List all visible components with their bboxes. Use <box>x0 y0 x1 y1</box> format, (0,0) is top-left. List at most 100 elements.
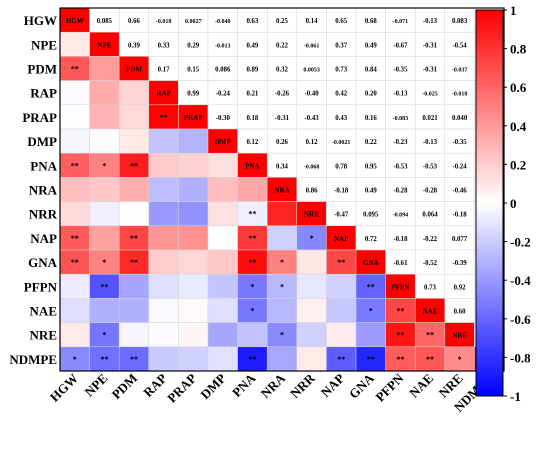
significance-marker: * <box>102 258 106 267</box>
heatmap-cell-NRA-RAP <box>148 177 179 202</box>
heatmap-cell-NRR-DMP <box>207 201 238 227</box>
heatmap-cell-NAP-PRAP <box>178 225 209 251</box>
column-label-pdm: PDM <box>109 371 141 403</box>
correlation-value-label: 0.72 <box>365 236 377 243</box>
significance-marker: * <box>369 307 373 316</box>
significance-marker: * <box>280 282 284 291</box>
heatmap-cell-NRE-NAE <box>414 322 446 348</box>
heatmap-cell-PDM-PFPN <box>385 56 416 81</box>
heatmap-cell-NRR-PRAP <box>178 201 209 227</box>
heatmap-cell-NAP-PFPN <box>385 225 416 251</box>
correlation-value-label: 0.60 <box>454 309 466 316</box>
matrix-border <box>59 7 505 372</box>
significance-marker: * <box>250 282 254 291</box>
correlation-value-label: -0.31 <box>275 115 290 122</box>
colorbar-tick-label: 1 <box>510 3 517 18</box>
heatmap-cell-PFPN-GNA <box>355 273 386 299</box>
correlation-value-label: -0.13 <box>423 139 438 146</box>
heatmap-cell-NRE-DMP <box>207 322 238 348</box>
correlation-value-label: -0.0021 <box>332 140 351 146</box>
heatmap-cell-RAP-PRAP <box>178 80 209 106</box>
correlation-value-label: 0.086 <box>215 67 231 74</box>
correlation-value-label: 0.085 <box>97 18 113 25</box>
correlation-value-label: 0.16 <box>365 115 377 122</box>
correlation-value-label: 0.63 <box>246 18 258 25</box>
heatmap-cell-RAP-NRA <box>266 80 298 106</box>
heatmap-cell-NRE-NAP <box>326 322 357 348</box>
row-label-hgw: HGW <box>24 13 57 28</box>
colorbar-gradient <box>475 9 504 397</box>
column-label-nrr: NRR <box>287 370 318 401</box>
heatmap-cell-DMP-NPE <box>89 128 120 154</box>
heatmap-cell-NRA-PNA <box>237 177 268 202</box>
colorbar-tick-label: 0.4 <box>510 119 527 134</box>
heatmap-cell-PFPN-RAP <box>148 273 179 299</box>
heatmap-cell-NRE-NPE <box>89 322 120 348</box>
correlation-value-label: -0.28 <box>393 188 408 195</box>
heatmap-cell-NAP-NRA <box>266 225 298 251</box>
row-label-rap: RAP <box>30 86 57 101</box>
correlation-value-label: -0.13 <box>393 91 408 98</box>
column-label-npe: NPE <box>82 371 111 400</box>
correlation-value-label: 0.22 <box>276 42 288 49</box>
heatmap-cell-NAP-PNA <box>237 225 268 251</box>
row-label-npe: NPE <box>31 37 57 52</box>
heatmap-cell-PNA-PFPN <box>385 152 416 178</box>
heatmap-cell-RAP-RAP <box>148 80 179 106</box>
correlation-value-label: -0.43 <box>305 115 320 122</box>
heatmap-cell-PRAP-NAP <box>326 104 357 130</box>
correlation-value-label: -0.61 <box>393 260 408 267</box>
correlation-value-label: -0.47 <box>334 212 349 219</box>
heatmap-cell-RAP-NRR <box>296 80 327 106</box>
correlation-value-label: -0.67 <box>393 42 408 49</box>
diagonal-label: PFPN <box>391 283 409 291</box>
colorbar-tick-label: -0.8 <box>510 350 531 365</box>
heatmap-cell-NRR-NRE <box>444 201 475 227</box>
heatmap-cell-RAP-NAP <box>326 80 357 106</box>
heatmap-cell-NPE-NRE <box>444 31 475 57</box>
heatmap-cell-PNA-RAP <box>148 152 179 178</box>
significance-marker: * <box>73 355 77 364</box>
heatmap-cell-NRR-PNA <box>237 201 268 227</box>
correlation-value-label: -0.071 <box>393 19 409 25</box>
heatmap-cell-PNA-NRE <box>444 152 475 178</box>
column-label-pna: PNA <box>229 370 259 400</box>
correlation-value-label: -0.083 <box>393 116 409 122</box>
significance-marker: ** <box>396 331 404 340</box>
correlation-value-label: 0.86 <box>306 188 318 195</box>
correlation-value-label: 0.92 <box>454 284 466 291</box>
correlation-value-label: 0.95 <box>365 163 377 170</box>
heatmap-cell-PFPN-PFPN <box>385 273 416 299</box>
heatmap-cell-text: HGW 0.085 0.66 -0.018 0.0027 -0.040 0.63 0.25 0.… <box>66 17 501 364</box>
heatmap-cell-PFPN-HGW <box>59 273 90 299</box>
heatmap-cell-GNA-DMP <box>207 249 238 275</box>
heatmap-cell-HGW-NPE <box>89 7 120 33</box>
significance-marker: * <box>102 161 106 170</box>
row-label-pdm: PDM <box>27 62 57 77</box>
correlation-value-label: -0.068 <box>304 164 320 170</box>
colorbar-tick-label: -1 <box>510 389 521 404</box>
correlation-value-label: -0.23 <box>393 139 408 146</box>
heatmap-cell-PNA-PRAP <box>178 152 209 178</box>
heatmap-cell-NRE-PDM <box>118 322 150 348</box>
heatmap-cell-NRA-HGW <box>59 177 90 202</box>
heatmap-cell-NRA-PRAP <box>178 177 209 202</box>
row-label-pfpn: PFPN <box>24 279 58 294</box>
correlation-value-label: 0.43 <box>335 115 347 122</box>
heatmap-cell-NPE-HGW <box>59 31 90 57</box>
heatmap-cell-PNA-PNA <box>237 152 268 178</box>
diagonal-label: NRR <box>304 211 320 219</box>
heatmap-cell-NAP-NRE <box>444 225 475 251</box>
row-label-pna: PNA <box>30 158 57 173</box>
significance-marker: * <box>250 307 254 316</box>
correlation-value-label: 0.49 <box>246 42 258 49</box>
heatmap-cell-NRA-NPE <box>89 177 120 202</box>
heatmap-cell-NPE-PDM <box>118 31 150 57</box>
significance-marker: ** <box>130 355 138 364</box>
heatmap-cell-PFPN-NAP <box>326 273 357 299</box>
correlation-value-label: 0.78 <box>335 163 347 170</box>
column-label-nae: NAE <box>406 371 436 401</box>
colorbar: 1 0.8 0.6 0.4 0.2 0 -0.2 -0.4 -0.6 -0.8 -1 <box>475 3 531 404</box>
heatmap-cell-PDM-PNA <box>237 56 268 81</box>
